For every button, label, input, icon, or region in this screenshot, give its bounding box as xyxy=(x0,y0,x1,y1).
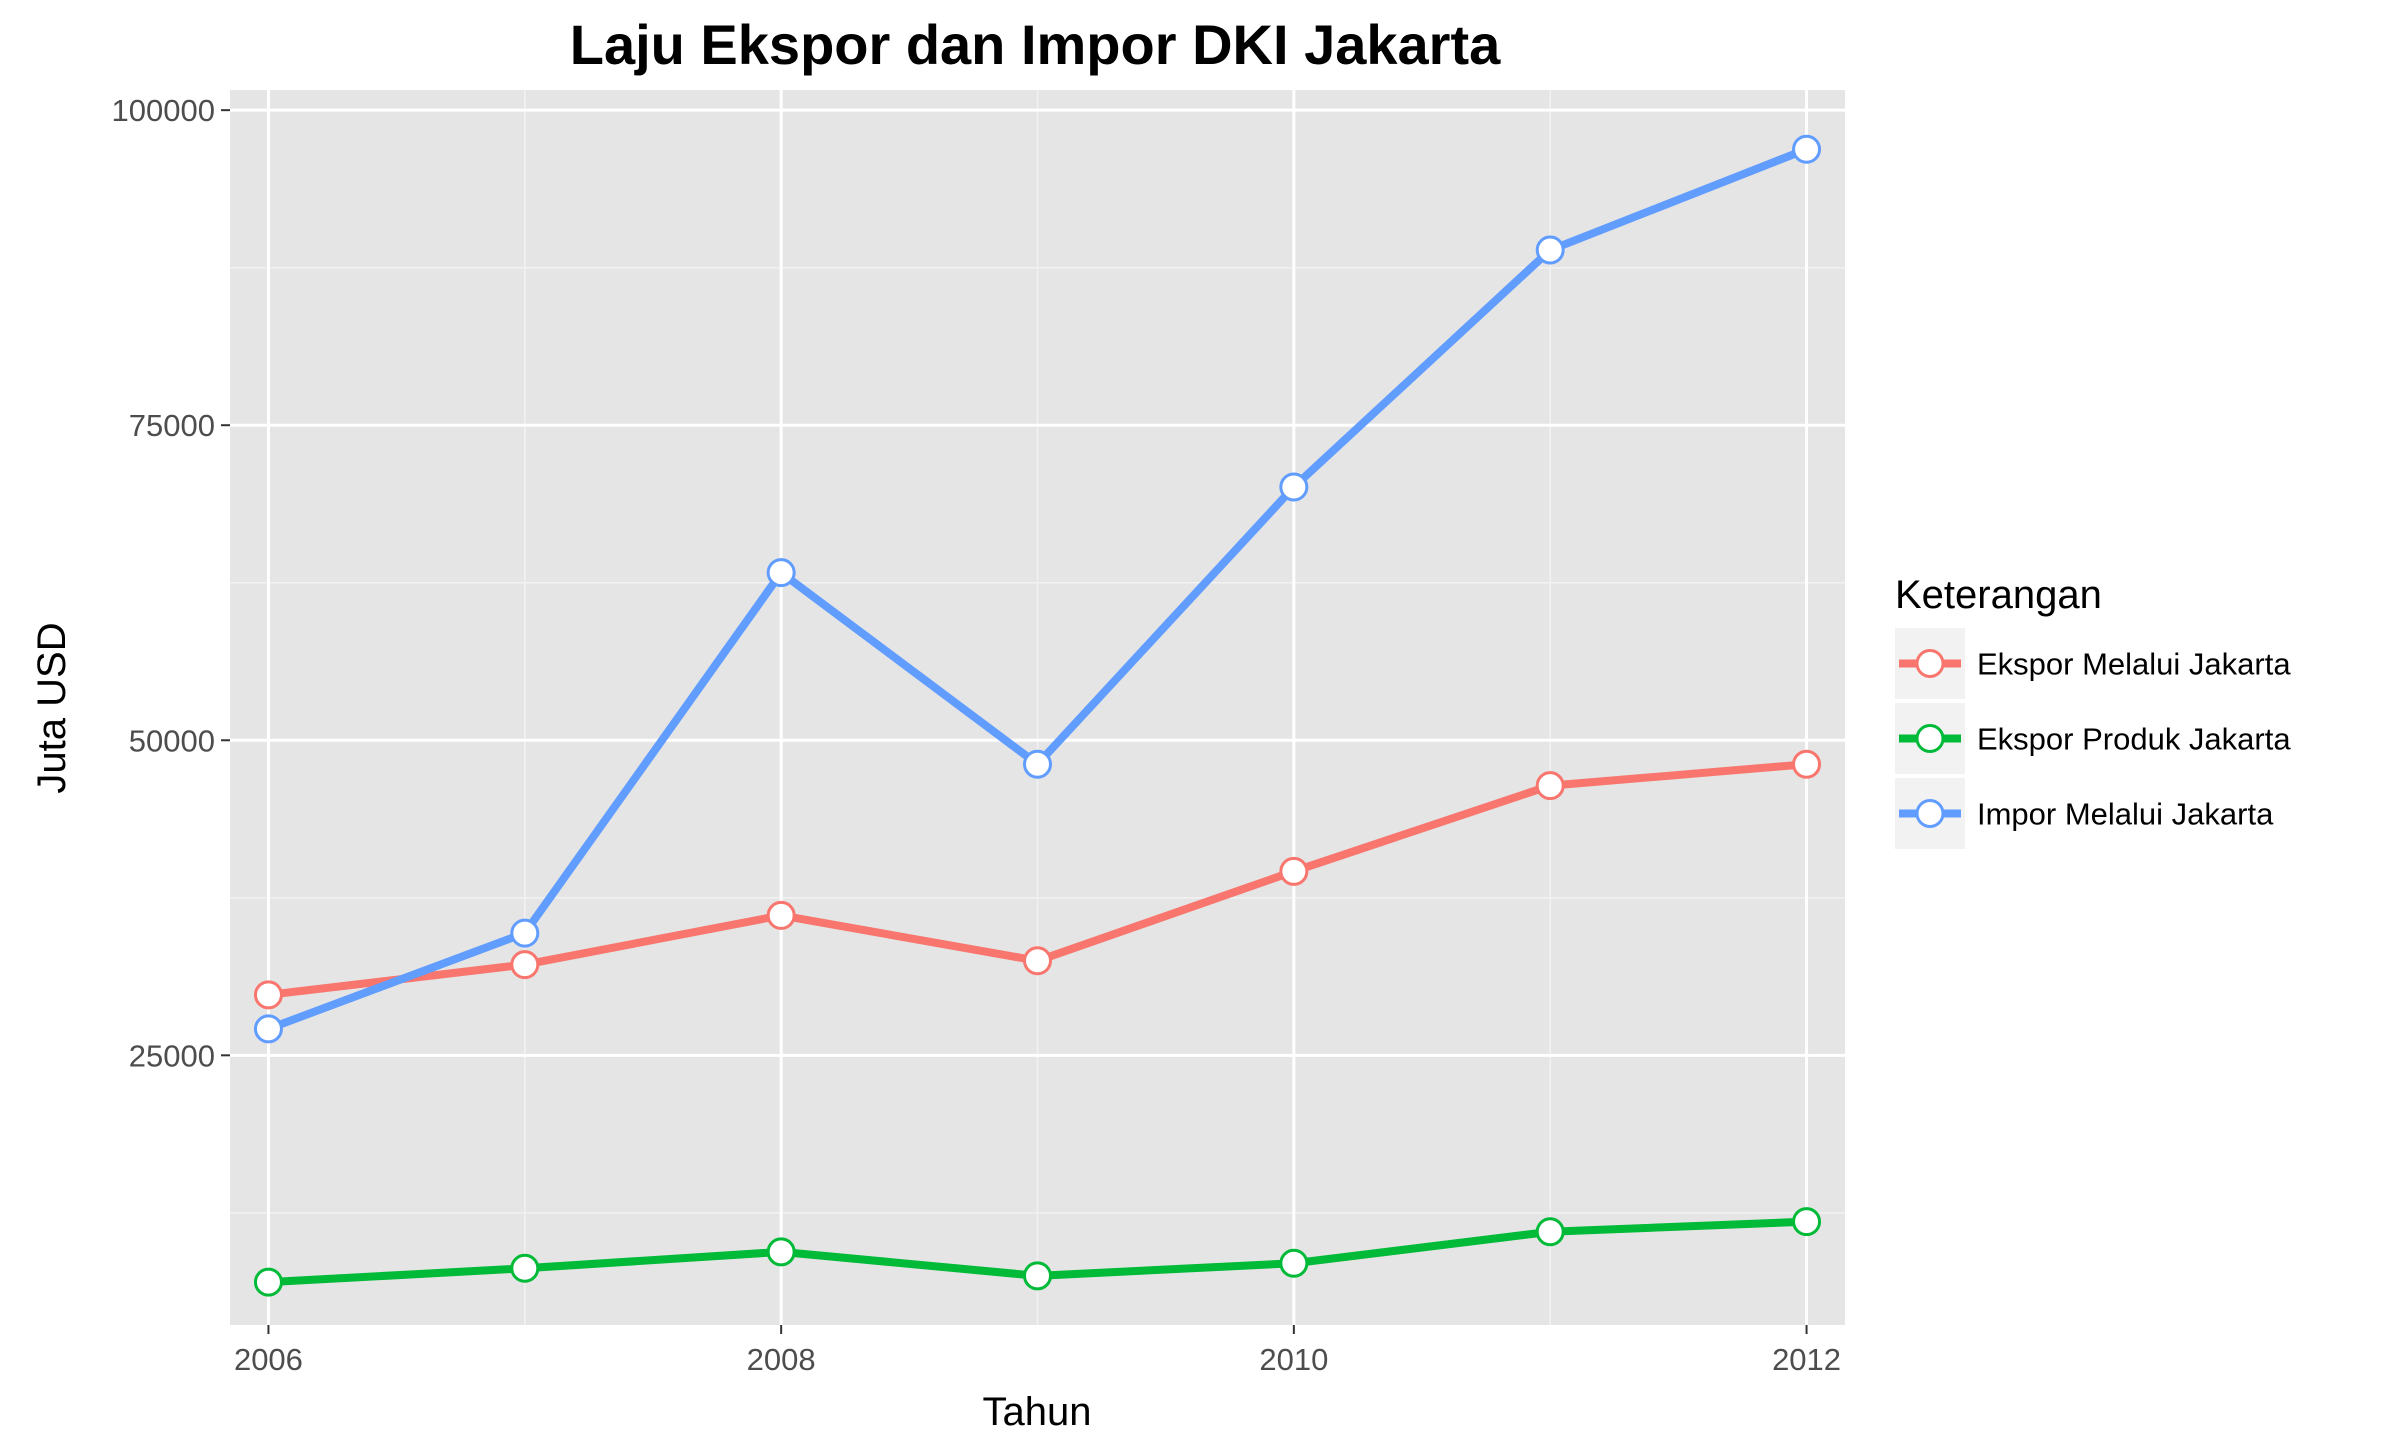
legend-key-point xyxy=(1915,724,1945,753)
data-point xyxy=(1279,856,1309,886)
data-point xyxy=(766,1237,796,1267)
y-tick-label: 25000 xyxy=(129,1038,215,1073)
y-tick-label: 75000 xyxy=(129,408,215,443)
legend-label: Ekspor Produk Jakarta xyxy=(1977,722,2291,757)
legend-title: Keterangan xyxy=(1895,573,2102,617)
x-tick-label: 2012 xyxy=(1772,1342,1841,1377)
data-point xyxy=(253,1014,283,1044)
x-axis: 2006 2008 2010 2012 xyxy=(234,1325,1841,1377)
y-axis-title: Juta USD xyxy=(30,622,74,793)
data-point xyxy=(1792,134,1822,164)
data-point xyxy=(1535,1217,1565,1247)
data-point xyxy=(253,1267,283,1297)
y-axis: 25000 50000 75000 100000 xyxy=(112,93,230,1073)
grid-major xyxy=(230,90,1845,1325)
y-tick-label: 100000 xyxy=(112,93,215,128)
data-point xyxy=(1023,749,1052,779)
legend-key-point xyxy=(1915,799,1945,828)
x-tick-label: 2008 xyxy=(747,1342,816,1377)
x-tick-label: 2006 xyxy=(234,1342,303,1377)
data-point xyxy=(510,1253,540,1283)
y-tick-label: 50000 xyxy=(129,723,215,758)
series-points xyxy=(253,134,1822,1297)
legend-key-point xyxy=(1915,649,1945,678)
data-point xyxy=(1792,749,1822,779)
data-point xyxy=(1279,472,1309,502)
legend-label: Impor Melalui Jakarta xyxy=(1977,797,2274,832)
data-point xyxy=(510,950,540,980)
x-axis-title: Tahun xyxy=(983,1390,1092,1434)
data-point xyxy=(766,558,796,588)
legend-label: Ekspor Melalui Jakarta xyxy=(1977,647,2291,682)
data-point xyxy=(1535,771,1565,801)
data-point xyxy=(766,900,796,930)
x-tick-label: 2010 xyxy=(1259,1342,1328,1377)
data-point xyxy=(1023,1261,1052,1291)
grid-minor xyxy=(230,90,1845,1325)
data-point xyxy=(253,980,283,1010)
data-point xyxy=(1279,1248,1309,1278)
data-point xyxy=(510,918,540,948)
legend-items: Ekspor Melalui Jakarta Ekspor Produk Jaka… xyxy=(1895,628,2291,849)
data-point xyxy=(1535,235,1565,265)
legend: Keterangan Ekspor Melalui JakartaEkspor … xyxy=(1895,573,2291,849)
data-point xyxy=(1023,946,1052,976)
data-point xyxy=(1792,1207,1822,1237)
chart-title: Laju Ekspor dan Impor DKI Jakarta xyxy=(570,13,1501,76)
